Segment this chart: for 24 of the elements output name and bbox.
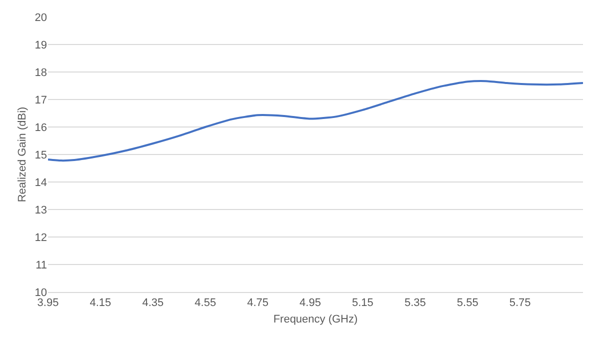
line-series [48, 80, 583, 162]
x-tick-label: 5.35 [404, 297, 426, 310]
x-tick-label: 5.55 [456, 297, 478, 310]
x-axis-title: Frequency (GHz) [273, 313, 358, 326]
y-tick-label: 20 [34, 12, 47, 24]
x-tick-label: 4.95 [300, 297, 321, 310]
x-tick-label: 4.15 [90, 297, 112, 310]
y-tick-label: 12 [34, 232, 47, 244]
x-tick-label: 4.35 [142, 297, 164, 310]
y-axis-title: Realized Gain (dBi) [16, 106, 28, 202]
y-tick-label: 16 [34, 122, 47, 134]
y-tick-label: 18 [34, 66, 47, 79]
y-tick-label: 13 [34, 204, 47, 216]
x-tick-label: 5.15 [352, 297, 374, 310]
x-tick-label: 5.75 [509, 297, 531, 310]
y-tick-label: 14 [34, 176, 47, 189]
y-tick-label: 11 [36, 259, 47, 272]
x-tick-label: 3.95 [37, 297, 59, 310]
y-tick-label: 19 [34, 39, 47, 52]
y-tick-label: 10 [34, 286, 47, 299]
x-tick-label: 4.75 [247, 297, 269, 310]
x-tick-label: 4.55 [194, 297, 216, 310]
y-tick-label: 15 [34, 149, 47, 162]
y-tick-label: 17 [34, 94, 47, 106]
